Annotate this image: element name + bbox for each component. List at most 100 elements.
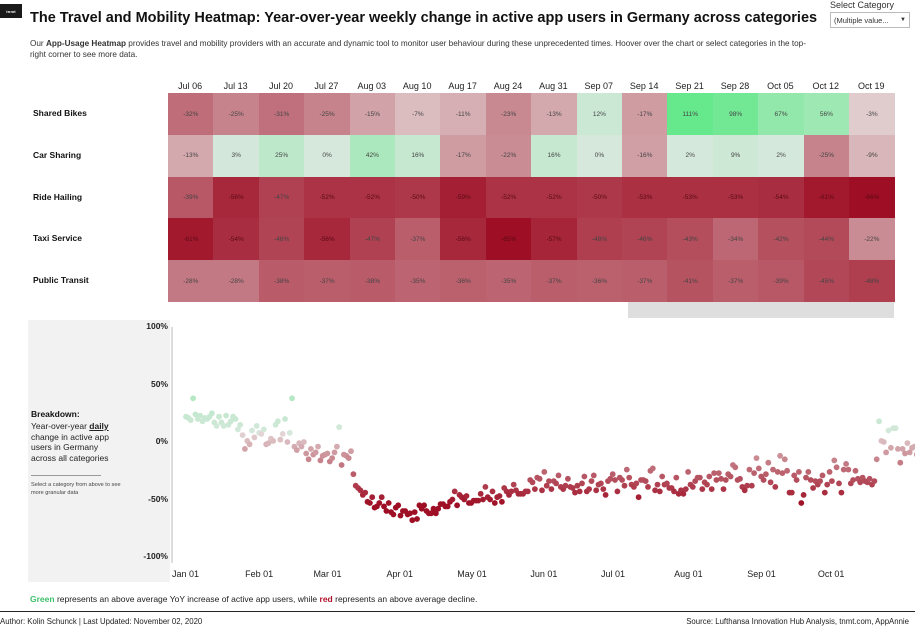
scatter-point[interactable] [275,418,281,425]
scatter-point[interactable] [748,482,755,489]
scatter-point[interactable] [767,479,774,486]
scatter-point[interactable] [305,456,312,463]
heatmap-cell[interactable]: -28% [168,260,214,303]
heatmap-cell[interactable]: -56% [304,218,350,261]
scatter-point[interactable] [581,473,588,480]
scatter-point[interactable] [190,395,197,402]
scatter-point[interactable] [746,466,753,473]
heatmap-cell[interactable]: -52% [349,176,396,219]
scatter-point[interactable] [840,466,847,473]
scatter-point[interactable] [489,488,496,495]
heatmap-cell[interactable]: -48% [576,218,623,261]
scatter-point[interactable] [649,465,656,472]
scatter-point[interactable] [270,438,277,444]
scatter-point[interactable] [760,477,767,483]
scatter-point[interactable] [817,478,823,484]
scatter-point[interactable] [871,478,878,484]
scatter-point[interactable] [317,457,324,464]
scatter-point[interactable] [411,509,418,515]
scatter-point[interactable] [635,494,642,501]
scatter-point[interactable] [612,477,618,483]
scatter-point[interactable] [586,486,592,492]
scatter-point[interactable] [532,486,538,492]
scatter-point[interactable] [673,474,680,481]
scatter-point[interactable] [751,470,757,476]
scatter-point[interactable] [383,508,390,514]
scatter-point[interactable] [793,477,800,483]
scatter-point[interactable] [885,427,892,434]
scatter-point[interactable] [777,452,783,459]
heatmap-cell[interactable]: -52% [304,176,350,219]
scatter-point[interactable] [706,473,713,480]
heatmap-cell[interactable]: -48% [849,260,895,303]
scatter-point[interactable] [539,487,545,494]
scatter-point[interactable] [499,498,505,505]
scatter-point[interactable] [197,412,204,419]
scatter-point[interactable] [765,459,772,466]
scatter-point[interactable] [876,418,882,425]
heatmap-cell[interactable]: -25% [213,93,260,136]
heatmap-cell[interactable]: -17% [622,93,668,136]
scatter-point[interactable] [482,484,489,490]
heatmap-cell[interactable]: -16% [622,134,668,177]
heatmap-cell[interactable]: -37% [712,260,759,303]
scatter-point[interactable] [737,475,743,482]
scatter-point[interactable] [791,472,798,479]
scatter-point[interactable] [602,492,609,498]
scatter-point[interactable] [451,488,458,495]
scatter-point[interactable] [902,450,908,457]
heatmap-cell[interactable]: -37% [531,260,577,303]
scatter-point[interactable] [223,412,230,419]
scatter-point[interactable] [265,440,272,446]
scatter-point[interactable] [892,425,899,432]
heatmap-cell[interactable]: -28% [213,260,260,303]
heatmap-cell[interactable]: -22% [485,134,532,177]
heatmap-cell[interactable]: 16% [395,134,441,177]
scatter-point[interactable] [772,484,779,490]
scatter-point[interactable] [543,482,550,489]
heatmap-cell[interactable]: 3% [213,134,260,177]
heatmap-cell[interactable]: -22% [849,218,895,261]
scatter-point[interactable] [744,482,750,489]
scatter-point[interactable] [588,478,595,484]
scatter-point[interactable] [642,478,649,484]
scatter-point[interactable] [680,490,687,497]
scatter-point[interactable] [329,455,336,461]
heatmap-cell[interactable]: -44% [803,218,850,261]
heatmap-cell[interactable]: 42% [349,134,396,177]
scatter-point[interactable] [260,426,267,433]
heatmap-cell[interactable]: -25% [304,93,350,136]
scatter-point[interactable] [336,424,343,430]
scatter-point[interactable] [722,477,729,483]
scatter-point[interactable] [574,482,581,489]
scatter-point[interactable] [904,440,911,446]
scatter-point[interactable] [623,466,630,473]
scatter-point[interactable] [619,477,625,483]
scatter-point[interactable] [227,418,234,425]
scatter-point[interactable] [239,432,246,438]
scatter-point[interactable] [385,500,392,506]
scatter-point[interactable] [906,449,913,456]
scatter-point[interactable] [633,480,640,487]
scatter-point[interactable] [286,429,293,436]
heatmap-cell[interactable]: -45% [803,260,850,303]
heatmap-cell[interactable]: -54% [213,218,260,261]
scatter-point[interactable] [569,485,576,491]
scatter-point[interactable] [433,510,439,517]
scatter-point[interactable] [800,492,807,498]
scatter-point[interactable] [246,441,253,448]
scatter-point[interactable] [475,497,482,504]
scatter-point[interactable] [548,486,555,492]
scatter-point[interactable] [838,489,845,496]
heatmap-cell[interactable]: 2% [667,134,714,177]
scatter-point[interactable] [293,447,300,453]
scatter-point[interactable] [249,427,255,434]
heatmap-cell[interactable]: -59% [440,176,487,219]
scatter-point[interactable] [779,470,786,476]
scatter-point[interactable] [282,416,288,422]
scatter-point[interactable] [803,474,809,481]
scatter-point[interactable] [850,477,856,483]
scatter-point[interactable] [715,470,722,476]
heatmap-cell[interactable]: 111% [667,93,714,136]
scatter-point[interactable] [381,503,387,510]
